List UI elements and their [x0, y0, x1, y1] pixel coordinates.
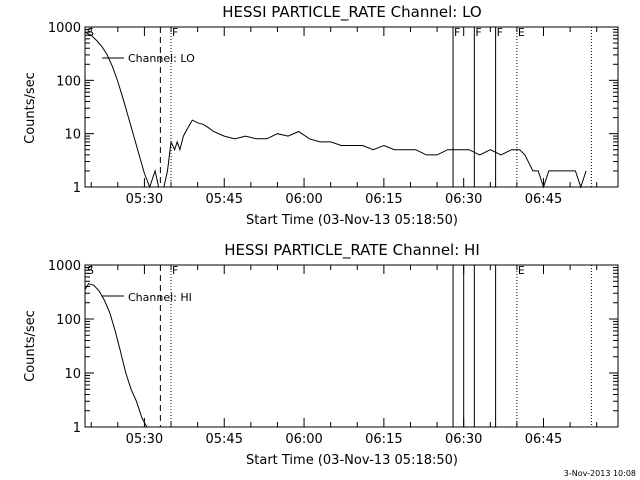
flag-label: F [454, 26, 460, 39]
x-tick-label: 06:15 [365, 432, 402, 447]
flag-label: F [497, 26, 503, 39]
y-tick-label: 1 [73, 181, 81, 196]
x-tick-label: 05:45 [206, 192, 243, 207]
x-tick-label: 05:30 [126, 432, 163, 447]
y-tick-label: 100 [56, 313, 81, 328]
y-tick-label: 1000 [48, 21, 81, 36]
y-axis-label: Counts/sec [23, 310, 38, 382]
generation-timestamp: 3-Nov-2013 10:08 [563, 469, 636, 478]
plot-frame [84, 264, 619, 428]
x-tick-label: 06:00 [285, 432, 322, 447]
chart-panel-hi: HESSI PARTICLE_RATE Channel: HI Start Ti… [23, 241, 619, 468]
y-tick-label: 1000 [48, 259, 81, 274]
flag-label: F [172, 26, 178, 39]
y-tick-label: 10 [64, 367, 81, 382]
y-tick-label: 1 [73, 421, 81, 436]
chart-panel-lo: HESSI PARTICLE_RATE Channel: LO Start Ti… [23, 3, 619, 228]
flag-label: S [87, 26, 94, 39]
x-tick-label: 06:15 [365, 192, 402, 207]
x-tick-label: 05:30 [126, 192, 163, 207]
flag-label: F [172, 264, 178, 277]
x-tick-label: 06:00 [285, 192, 322, 207]
x-tick-label: 06:30 [445, 192, 482, 207]
flag-label: F [475, 26, 481, 39]
chart-title: HESSI PARTICLE_RATE Channel: LO [222, 3, 481, 22]
flag-label: E [518, 26, 525, 39]
x-axis-label: Start Time (03-Nov-13 05:18:50) [246, 213, 458, 228]
y-tick-label: 10 [64, 128, 81, 143]
flag-label: S [87, 264, 94, 277]
x-tick-label: 06:45 [525, 432, 562, 447]
x-tick-label: 06:45 [525, 192, 562, 207]
series-line [84, 31, 587, 189]
chart-title: HESSI PARTICLE_RATE Channel: HI [224, 241, 480, 260]
series-line [84, 283, 148, 428]
x-tick-label: 06:30 [445, 432, 482, 447]
x-axis-label: Start Time (03-Nov-13 05:18:50) [246, 453, 458, 468]
plot-frame [84, 26, 619, 188]
legend-label: Channel: LO [128, 52, 195, 65]
flag-label: E [518, 264, 525, 277]
y-axis-label: Counts/sec [23, 72, 38, 144]
y-tick-label: 100 [56, 74, 81, 89]
x-tick-label: 05:45 [206, 432, 243, 447]
